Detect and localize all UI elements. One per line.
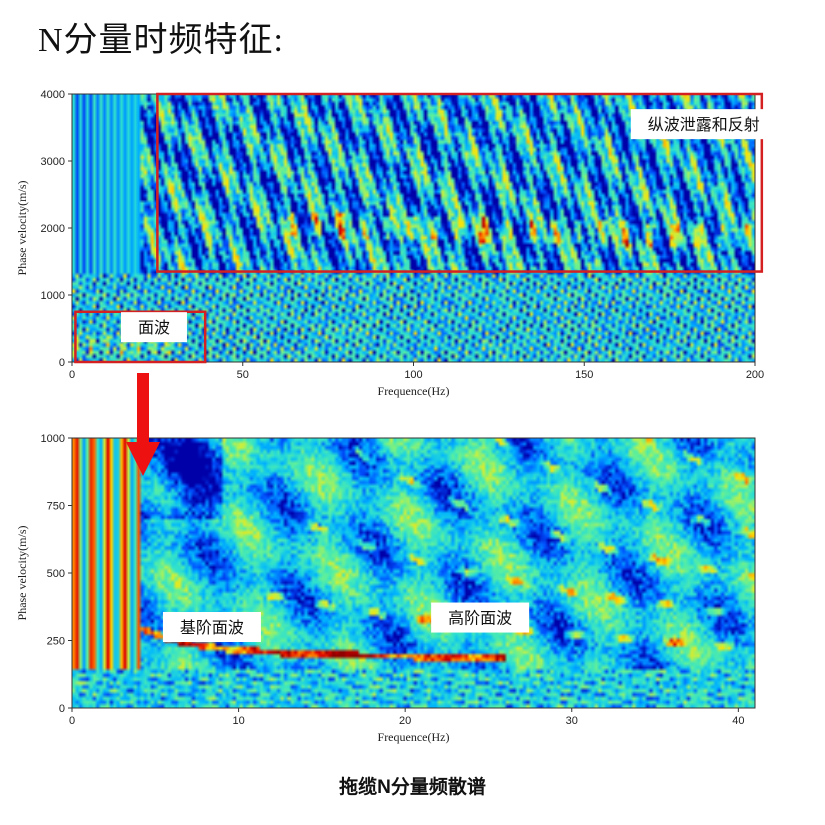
y-tick-label: 1000: [41, 290, 65, 302]
annotation-label: 高阶面波: [448, 610, 512, 628]
x-tick-label: 0: [69, 369, 75, 381]
annotation-box: [630, 109, 777, 140]
x-tick-label: 40: [732, 715, 744, 727]
figure-caption: 拖缆N分量频散谱: [339, 777, 486, 798]
down-arrow-icon: [126, 373, 160, 476]
annotation-label: 基阶面波: [180, 619, 244, 637]
annotation-box: [431, 602, 530, 633]
y-tick-label: 250: [47, 636, 65, 648]
x-tick-label: 30: [566, 715, 578, 727]
y-axis-label: Phase velocity(m/s): [15, 181, 29, 276]
y-tick-label: 3000: [41, 156, 65, 168]
annotation-box: [120, 312, 187, 343]
x-tick-label: 20: [399, 715, 411, 727]
heatmap-image: [72, 438, 755, 708]
page-title: N分量时频特征:: [38, 22, 284, 59]
annotation-label: 面波: [138, 319, 170, 337]
annotation-box: [162, 612, 261, 642]
y-axis-label: Phase velocity(m/s): [15, 526, 29, 621]
x-tick-label: 50: [237, 369, 249, 381]
y-tick-label: 0: [59, 703, 65, 715]
x-tick-label: 0: [69, 715, 75, 727]
x-tick-label: 10: [232, 715, 244, 727]
dispersion-chart-top: 0 50 100 150 20001000200030004000Frequence(H…: [15, 89, 777, 398]
x-tick-label: 150: [575, 369, 593, 381]
highlight-region-box: [74, 310, 207, 364]
x-axis-label: Frequence(Hz): [378, 730, 450, 744]
y-tick-label: 500: [47, 568, 65, 580]
x-tick-label: 100: [404, 369, 422, 381]
x-axis-label: Frequence(Hz): [378, 384, 450, 398]
highlight-region-box: [156, 92, 764, 273]
y-tick-label: 2000: [41, 223, 65, 235]
y-tick-label: 1000: [41, 433, 65, 445]
y-tick-label: 0: [59, 357, 65, 369]
y-tick-label: 750: [47, 501, 65, 513]
x-tick-label: 200: [746, 369, 764, 381]
annotation-label: 纵波泄露和反射: [648, 116, 760, 134]
y-tick-label: 4000: [41, 89, 65, 101]
dispersion-chart-bottom: 0 10 20 30 40 0 250 500 750 1000 Frequence(Hz) Phas…: [15, 433, 756, 744]
